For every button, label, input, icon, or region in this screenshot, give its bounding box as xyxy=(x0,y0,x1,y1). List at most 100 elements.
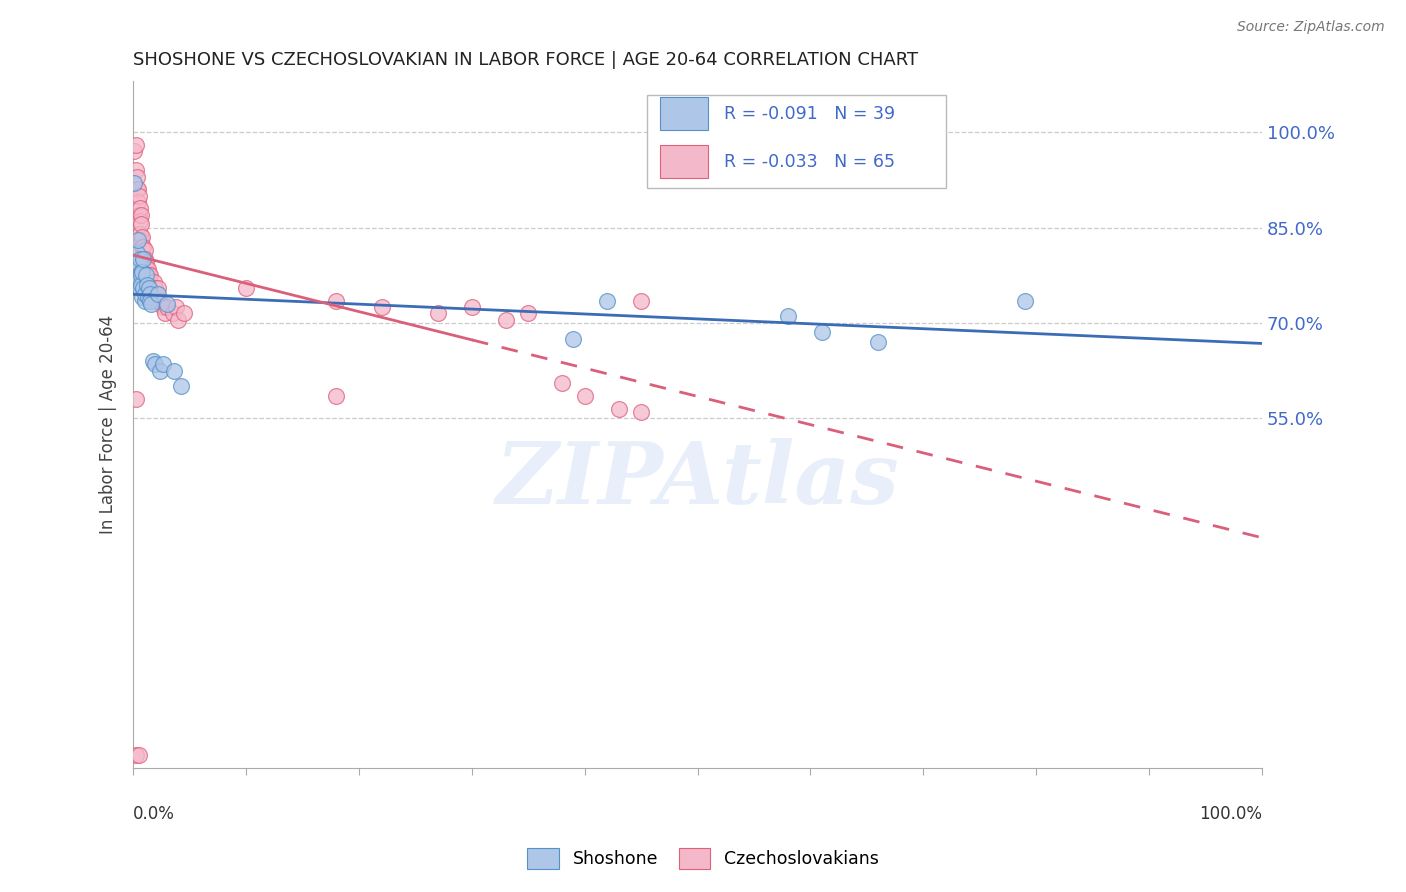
Point xyxy=(461,300,484,314)
Point xyxy=(129,202,152,216)
Point xyxy=(163,363,186,377)
Point xyxy=(551,376,574,391)
Point xyxy=(127,233,149,247)
Point xyxy=(146,281,169,295)
Point xyxy=(139,268,162,282)
Point xyxy=(1014,293,1036,308)
Text: 100.0%: 100.0% xyxy=(1199,805,1263,823)
Point xyxy=(149,363,172,377)
Point xyxy=(517,306,540,320)
Point xyxy=(138,268,160,282)
Legend: Shoshone, Czechoslovakians: Shoshone, Czechoslovakians xyxy=(520,841,886,876)
Point xyxy=(129,227,152,241)
Point xyxy=(370,300,392,314)
Point xyxy=(325,389,347,403)
Point xyxy=(562,332,585,346)
Point xyxy=(141,287,163,301)
FancyBboxPatch shape xyxy=(661,97,707,130)
Point xyxy=(128,271,150,285)
Point xyxy=(125,182,148,196)
Point xyxy=(129,214,152,228)
Point xyxy=(141,281,163,295)
Point xyxy=(139,281,162,295)
Point xyxy=(167,312,190,326)
Point xyxy=(131,230,153,244)
Text: R = -0.033   N = 65: R = -0.033 N = 65 xyxy=(724,153,894,170)
Point xyxy=(810,326,832,340)
Point xyxy=(776,310,799,324)
Point xyxy=(156,300,179,314)
Point xyxy=(145,293,167,308)
Point xyxy=(152,300,174,314)
Point xyxy=(124,163,146,178)
Point xyxy=(131,290,153,304)
Point xyxy=(132,239,155,253)
Point xyxy=(143,357,166,371)
FancyBboxPatch shape xyxy=(661,145,707,178)
Point xyxy=(143,281,166,295)
Point xyxy=(136,275,159,289)
Point xyxy=(139,293,162,308)
Text: ZIPAtlas: ZIPAtlas xyxy=(496,438,900,521)
Point xyxy=(124,145,146,159)
Point xyxy=(129,252,152,267)
Point xyxy=(127,195,149,210)
Point xyxy=(596,293,619,308)
Point xyxy=(132,252,155,267)
Point xyxy=(325,293,347,308)
Point xyxy=(574,389,596,403)
Text: 0.0%: 0.0% xyxy=(134,805,176,823)
Point xyxy=(134,243,156,257)
Point xyxy=(134,252,156,267)
Point xyxy=(129,208,152,222)
Point xyxy=(139,287,162,301)
Point xyxy=(125,169,148,184)
Point xyxy=(868,334,890,349)
Point xyxy=(146,287,169,301)
Point xyxy=(135,268,157,282)
Point xyxy=(128,188,150,202)
Point xyxy=(127,259,149,273)
Point xyxy=(156,297,179,311)
Point xyxy=(607,401,630,416)
Point xyxy=(128,208,150,222)
Point xyxy=(136,261,159,276)
Point xyxy=(495,312,517,326)
Point xyxy=(135,261,157,276)
Point xyxy=(124,176,146,190)
Point xyxy=(427,306,450,320)
Point xyxy=(131,265,153,279)
Point xyxy=(135,255,157,269)
Point xyxy=(132,252,155,267)
Point xyxy=(141,354,163,368)
Point xyxy=(124,392,146,406)
Point xyxy=(136,290,159,304)
Y-axis label: In Labor Force | Age 20-64: In Labor Force | Age 20-64 xyxy=(100,315,117,534)
Point xyxy=(124,747,146,762)
Point xyxy=(135,261,157,276)
Point xyxy=(134,287,156,301)
Point xyxy=(134,293,156,308)
Text: Source: ZipAtlas.com: Source: ZipAtlas.com xyxy=(1237,20,1385,34)
Point xyxy=(129,233,152,247)
Text: R = -0.091   N = 39: R = -0.091 N = 39 xyxy=(724,105,894,123)
Point xyxy=(129,265,152,279)
Point xyxy=(135,277,157,292)
Text: SHOSHONE VS CZECHOSLOVAKIAN IN LABOR FORCE | AGE 20-64 CORRELATION CHART: SHOSHONE VS CZECHOSLOVAKIAN IN LABOR FOR… xyxy=(134,51,918,69)
Point xyxy=(149,293,172,308)
Point xyxy=(124,137,146,152)
Point xyxy=(128,747,150,762)
Point xyxy=(132,281,155,295)
Point xyxy=(152,357,174,371)
Point xyxy=(162,306,184,320)
Point xyxy=(129,281,152,295)
Point xyxy=(134,265,156,279)
Point xyxy=(128,268,150,282)
Point xyxy=(129,217,152,231)
Point xyxy=(165,300,187,314)
Point xyxy=(127,182,149,196)
Point xyxy=(170,379,193,393)
Point xyxy=(129,268,152,282)
Point xyxy=(630,405,652,419)
Point xyxy=(141,287,163,301)
